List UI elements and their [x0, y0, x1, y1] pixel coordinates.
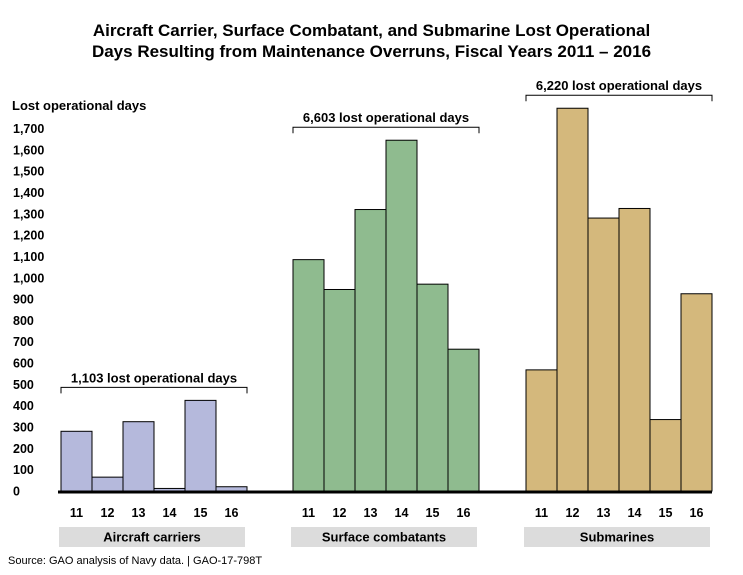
x-tick-label: 15 [194, 506, 208, 520]
group-label: Aircraft carriers [103, 530, 201, 545]
x-tick-label: 12 [333, 506, 347, 520]
x-tick-label: 13 [364, 506, 378, 520]
bar [215, 486, 248, 492]
total-bracket [525, 94, 713, 102]
total-bracket [60, 386, 248, 394]
bar [122, 421, 155, 492]
bar-group: 11 12 13 14 15 16 Submarines 6,220 lost operati… [524, 78, 713, 547]
y-tick-label: 600 [13, 357, 34, 371]
bar [649, 419, 682, 492]
bar [292, 259, 325, 492]
x-tick-label: 13 [597, 506, 611, 520]
chart-title: Aircraft Carrier, Surface Combatant, and… [0, 20, 743, 62]
x-tick-label: 11 [535, 506, 548, 520]
bar-groups: 11 12 13 14 15 16 Aircraft carriers 1,103 lost … [59, 78, 713, 547]
y-tick-label: 1,000 [13, 271, 44, 285]
y-tick-label: 1,700 [13, 122, 44, 136]
bar [323, 288, 356, 492]
bar-group: 11 12 13 14 15 16 Surface combatants 6,603 lost… [291, 110, 480, 547]
chart-title-line-2: Days Resulting from Maintenance Overruns… [91, 42, 652, 61]
bar [354, 209, 387, 492]
chart-title-line-1: Aircraft Carrier, Surface Combatant, and… [92, 21, 651, 40]
x-tick-label: 16 [690, 506, 704, 520]
bar [587, 217, 620, 492]
x-tick-label: 14 [163, 506, 177, 520]
x-tick-label: 13 [132, 506, 146, 520]
source-note: Source: GAO analysis of Navy data. | GAO… [8, 555, 263, 567]
x-tick-label: 16 [457, 506, 471, 520]
y-tick-label: 1,500 [13, 165, 44, 179]
x-tick-label: 14 [628, 506, 642, 520]
group-label-band [59, 527, 245, 547]
y-axis-label: Lost operational days [12, 98, 146, 113]
bar [525, 369, 558, 492]
group-label: Submarines [580, 530, 654, 545]
total-label: 6,603 lost operational days [303, 110, 469, 125]
x-tick-label: 11 [302, 506, 315, 520]
bar [416, 283, 449, 492]
x-tick-label: 16 [225, 506, 239, 520]
bar [447, 348, 480, 492]
bar [91, 476, 124, 492]
y-tick-label: 900 [13, 293, 34, 307]
bar [60, 430, 93, 492]
total-label: 6,220 lost operational days [536, 78, 702, 93]
total-label: 1,103 lost operational days [71, 370, 237, 385]
x-tick-label: 15 [426, 506, 440, 520]
bar [680, 293, 713, 492]
bar [556, 107, 589, 492]
y-tick-label: 1,300 [13, 207, 44, 221]
y-tick-label: 800 [13, 314, 34, 328]
x-tick-label: 15 [659, 506, 673, 520]
bar-group: 11 12 13 14 15 16 Aircraft carriers 1,103 lost … [59, 370, 248, 547]
y-tick-label: 500 [13, 378, 34, 392]
group-label-band [524, 527, 710, 547]
y-tick-label: 1,100 [13, 250, 44, 264]
x-tick-label: 14 [395, 506, 409, 520]
bar [184, 399, 217, 492]
y-tick-label: 0 [13, 485, 20, 499]
y-tick-label: 300 [13, 421, 34, 435]
group-label-band [291, 527, 477, 547]
x-tick-label: 12 [566, 506, 580, 520]
bar [618, 207, 651, 492]
y-tick-label: 1,600 [13, 143, 44, 157]
y-tick-label: 1,200 [13, 229, 44, 243]
y-tick-label: 400 [13, 399, 34, 413]
y-tick-label: 1,400 [13, 186, 44, 200]
y-tick-label: 200 [13, 442, 34, 456]
y-axis-ticks: 0 100 200 300 400 500 600 700 800 900 1,000 1,100 1,… [13, 122, 44, 499]
group-label: Surface combatants [322, 530, 446, 545]
y-tick-label: 700 [13, 335, 34, 349]
total-bracket [292, 126, 480, 134]
x-tick-label: 12 [101, 506, 115, 520]
y-tick-label: 100 [13, 463, 34, 477]
x-tick-label: 11 [70, 506, 83, 520]
bar [385, 139, 418, 492]
